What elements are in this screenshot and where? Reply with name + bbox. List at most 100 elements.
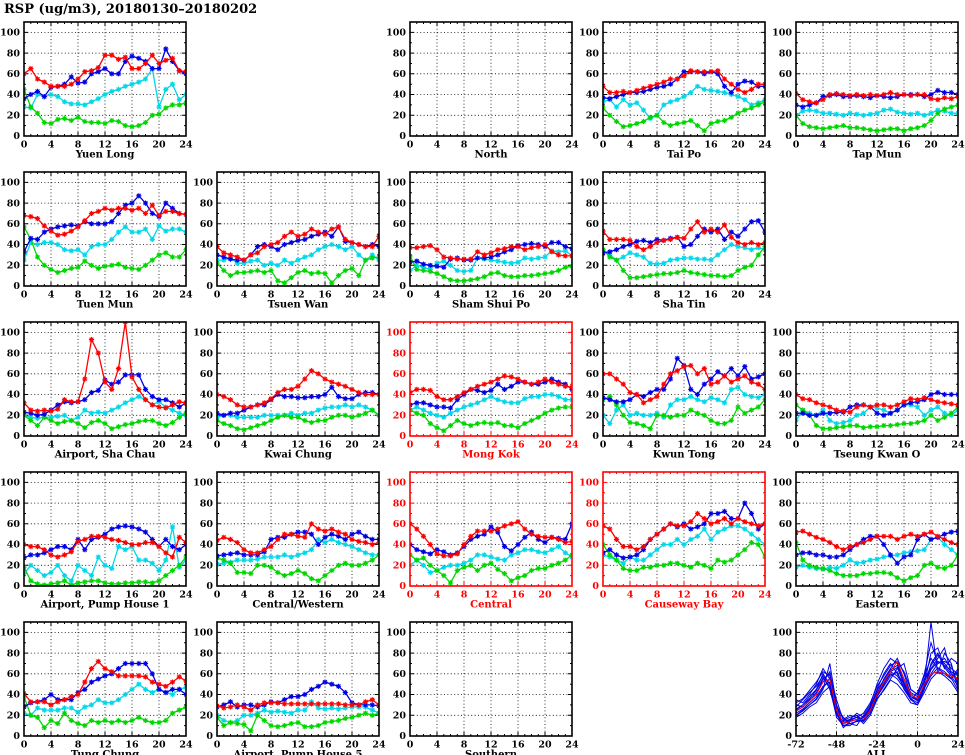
y-tick-label: 80 (779, 348, 793, 359)
y-tick-label: 0 (592, 431, 599, 442)
x-tick-label: 12 (291, 740, 304, 751)
x-tick-label: 8 (268, 740, 275, 751)
chart-title: Tseung Kwan O (834, 450, 921, 461)
y-tick-label: 20 (200, 261, 214, 272)
y-tick-label: 20 (7, 111, 21, 122)
x-tick-label: 16 (125, 740, 139, 751)
series-markers-green (410, 404, 572, 434)
series-group (796, 389, 958, 432)
x-tick-label: 24 (565, 590, 579, 601)
chart-southern: 0 20 40 60 80 100 0 4 8 12 16 20 24 Southern (386, 608, 579, 755)
series-markers-green (410, 552, 572, 586)
x-tick-label: 12 (677, 590, 690, 601)
plot-frame (409, 621, 573, 737)
series-group (217, 224, 379, 286)
y-tick-label: 100 (0, 328, 20, 339)
y-tick-label: 20 (393, 561, 407, 572)
y-tick-label: 60 (586, 219, 600, 230)
y-tick-label: 100 (579, 178, 599, 189)
x-tick-label: 4 (241, 290, 248, 301)
chart-title: Tuen Mun (77, 300, 134, 311)
y-tick-label: 20 (393, 261, 407, 272)
series-markers-red (217, 368, 379, 410)
y-tick-label: 100 (193, 628, 213, 639)
series-markers-green (217, 552, 379, 584)
chart-title: Sham Shui Po (452, 300, 530, 311)
x-tick-label: 24 (372, 440, 386, 451)
y-tick-label: 0 (399, 281, 406, 292)
x-tick-label: 16 (511, 590, 525, 601)
x-tick-label: 24 (951, 140, 965, 151)
y-tick-label: 100 (0, 628, 20, 639)
x-tick-label: 0 (407, 290, 414, 301)
series-group (603, 68, 765, 134)
y-tick-label: 0 (13, 281, 20, 292)
series-line-station-4 (796, 646, 958, 727)
y-tick-label: 100 (193, 328, 213, 339)
y-tick-label: 80 (7, 498, 21, 509)
chart-title: Tung Chung (71, 750, 139, 755)
x-tick-label: 0 (214, 290, 221, 301)
x-tick-label: 16 (511, 140, 525, 151)
x-tick-label: 0 (793, 140, 800, 151)
y-tick-label: 80 (7, 648, 21, 659)
plot-frame (216, 321, 380, 437)
series-markers-green (24, 554, 186, 586)
chart-title: ALL (865, 750, 888, 755)
y-tick-label: 40 (779, 90, 793, 101)
y-tick-label: 0 (592, 581, 599, 592)
y-tick-label: 60 (586, 369, 600, 380)
y-tick-label: 80 (393, 198, 407, 209)
x-tick-label: 12 (677, 140, 690, 151)
y-tick-label: 60 (7, 519, 21, 530)
x-tick-label: 20 (152, 290, 166, 301)
chart-central-western: 0 20 40 60 80 100 0 4 8 12 16 20 24 Central/Western (193, 458, 386, 611)
chart-kwun-tong: 0 20 40 60 80 100 0 4 8 12 16 20 24 Kwun Tong (579, 308, 772, 461)
chart-tai-po: 0 20 40 60 80 100 0 4 8 12 16 20 24 Tai Po (579, 8, 772, 161)
x-tick-label: 24 (565, 140, 579, 151)
y-tick-label: 80 (586, 348, 600, 359)
chart-central: 0 20 40 60 80 100 0 4 8 12 16 20 24 Central (386, 458, 579, 611)
series-markers-green (796, 539, 958, 584)
x-tick-label: 0 (21, 590, 28, 601)
plot-frame (23, 321, 187, 437)
series-markers-cyan (24, 681, 186, 718)
x-tick-label: 24 (179, 590, 193, 601)
x-tick-label: 8 (847, 590, 854, 601)
y-tick-label: 100 (579, 28, 599, 39)
plot-frame (602, 21, 766, 137)
x-tick-label: 12 (870, 440, 883, 451)
chart-all: 0 20 40 60 80 100 -72 -48 -24 0 24 ALL (772, 608, 965, 755)
y-tick-label: 60 (393, 369, 407, 380)
x-tick-label: 20 (345, 290, 359, 301)
x-tick-label: 24 (758, 140, 772, 151)
plot-frame (23, 21, 187, 137)
y-tick-label: 20 (200, 411, 214, 422)
series-group (24, 193, 186, 276)
series-markers-red (217, 697, 379, 713)
x-tick-label: 20 (538, 740, 552, 751)
x-tick-label: 0 (600, 590, 607, 601)
chart-airport-pump-house-5: 0 20 40 60 80 100 0 4 8 12 16 20 24 Airport, Pump Hou… (193, 608, 386, 755)
y-tick-label: 40 (393, 390, 407, 401)
x-tick-label: 0 (214, 740, 221, 751)
x-tick-label: 0 (600, 140, 607, 151)
x-tick-label: 20 (345, 440, 359, 451)
y-tick-label: 0 (785, 431, 792, 442)
y-tick-label: 40 (393, 540, 407, 551)
chart-tsuen-wan: 0 20 40 60 80 100 0 4 8 12 16 20 24 Tsuen Wan (193, 158, 386, 311)
series-markers-green (24, 86, 186, 130)
y-tick-label: 80 (779, 48, 793, 59)
series-group (796, 528, 958, 584)
series-line-cyan (24, 66, 186, 110)
x-tick-label: 8 (847, 140, 854, 151)
y-tick-label: 100 (579, 478, 599, 489)
series-markers-green (217, 710, 379, 734)
y-tick-label: 0 (399, 581, 406, 592)
x-tick-label: 12 (484, 740, 497, 751)
x-tick-label: 24 (179, 140, 193, 151)
x-tick-label: 20 (924, 440, 938, 451)
x-tick-label: 12 (291, 590, 304, 601)
chart-title: Sha Tin (663, 300, 707, 311)
x-tick-label: 12 (98, 740, 111, 751)
